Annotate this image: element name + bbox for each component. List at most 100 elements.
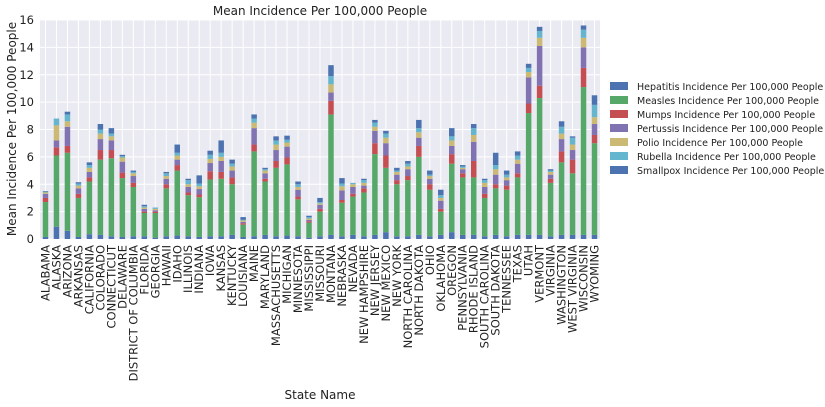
bar-segment [53,226,60,239]
bar-segment [207,158,213,164]
legend-label: Mumps Incidence Per 100,000 People [637,110,815,121]
bar-segment [449,232,455,239]
bar-segment [558,121,565,127]
bar-segment [416,119,422,129]
bar-segment [547,182,554,237]
bar-segment [130,171,137,174]
bar-segment [591,95,598,105]
bar-segment [273,160,279,168]
bar-segment [295,196,301,200]
bar-segment [394,180,400,185]
bar-segment [481,193,488,198]
x-tick-label: MICHIGAN [280,245,294,304]
legend-swatch [610,82,628,90]
y-tick-label: 2 [27,205,34,219]
bar-segment [152,208,159,211]
bar-segment [514,163,521,174]
bar-segment [174,235,180,239]
bar-segment [427,178,433,185]
bar-segment [460,169,466,174]
bar-segment [306,222,312,238]
legend-label: Smallpox Incidence Per 100,000 People [637,166,824,177]
bar-segment [492,174,499,185]
bar-segment [438,189,444,196]
bar-segment [196,189,202,195]
bar-segment [503,177,510,181]
x-tick-label: GEORGIA [148,245,162,299]
bar-segment [547,170,554,172]
bar-segment [580,87,587,235]
bar-segment [503,180,510,186]
x-tick-label: HAWAII [159,245,173,286]
bar-segment [394,174,400,181]
bar-segment [42,191,49,192]
x-tick-label: INDIANA [192,245,206,294]
x-tick-label: WISCONSIN [577,245,591,312]
bar-segment [185,192,191,196]
bar-segment [42,202,49,237]
bar-segment [75,236,82,239]
bar-segment [536,234,543,239]
bar-segment [372,126,378,131]
bar-segment [218,171,224,179]
bar-segment [229,159,235,164]
bar-segment [251,128,257,145]
bar-segment [416,137,422,146]
bar-segment [185,178,191,181]
bar-segment [163,188,170,237]
bar-segment [514,151,521,156]
bar-segment [86,181,93,235]
bar-segment [317,208,323,212]
bar-segment [449,163,455,233]
bar-segment [108,133,115,137]
x-tick-label: NEVADA [346,245,360,293]
bar-segment [481,182,488,187]
bar-segment [86,177,93,182]
bar-segment [108,128,115,134]
bar-segment [525,63,532,68]
bar-segment [229,163,235,167]
bar-segment [350,182,356,185]
bar-segment [97,139,104,151]
x-tick-label: IDAHO [170,245,184,283]
bar-segment [449,136,455,141]
bar-segment [416,156,422,235]
bar-segment [119,178,126,237]
bar-segment [185,236,191,239]
bar-segment [64,145,71,153]
bar-segment [86,165,93,168]
y-tick-label: 4 [27,177,34,191]
bar-segment [86,162,93,166]
bar-segment [284,157,290,165]
bar-segment [438,211,444,235]
x-tick-label: NORTH DAKOTA [412,245,426,336]
legend-label: Rubella Incidence Per 100,000 People [637,152,816,163]
bar-segment [591,134,598,144]
bar-segment [207,163,213,172]
bar-segment [427,174,433,177]
bar-segment [262,181,268,235]
bar-segment [558,162,565,235]
bar-segment [273,140,279,145]
bar-segment [339,190,345,200]
bar-segment [97,234,104,239]
bar-segment [460,173,466,178]
legend-swatch [610,166,628,174]
bar-segment [470,124,477,129]
bar-segment [339,236,345,239]
legend-swatch [610,152,628,160]
bar-segment [163,171,170,174]
x-tick-label: ARIZONA [60,245,74,298]
x-tick-label: MINNESOTA [291,245,305,313]
bar-segment [525,113,532,235]
bar-segment [306,215,312,218]
x-tick-label: ALABAMA [38,245,52,301]
x-tick-label: RHODE ISLAND [467,245,481,333]
bar-segment [514,155,521,160]
bar-segment [262,178,268,182]
bar-segment [229,166,235,171]
bar-segment [86,234,93,239]
bar-segment [240,217,246,220]
bar-segment [218,236,224,239]
bar-segment [196,197,202,237]
